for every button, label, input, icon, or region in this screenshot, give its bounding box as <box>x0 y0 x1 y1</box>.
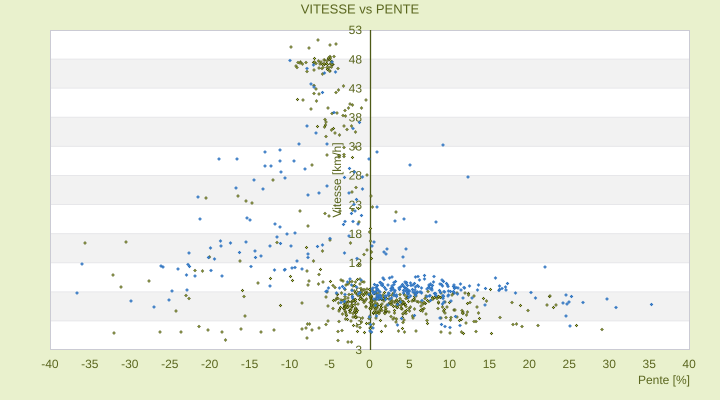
svg-text:5: 5 <box>406 357 413 371</box>
svg-text:13: 13 <box>349 256 363 270</box>
svg-text:-40: -40 <box>41 357 59 371</box>
svg-text:0: 0 <box>366 357 373 371</box>
svg-text:30: 30 <box>603 357 617 371</box>
svg-text:38: 38 <box>349 110 363 124</box>
svg-text:VITESSE vs PENTE: VITESSE vs PENTE <box>301 2 420 17</box>
svg-text:48: 48 <box>349 52 363 66</box>
svg-text:-15: -15 <box>241 357 259 371</box>
svg-text:53: 53 <box>349 23 363 37</box>
svg-text:10: 10 <box>443 357 457 371</box>
svg-text:-35: -35 <box>81 357 99 371</box>
svg-text:-5: -5 <box>324 357 335 371</box>
svg-text:3: 3 <box>355 343 362 357</box>
svg-text:3: 3 <box>355 314 362 328</box>
svg-text:Vitesse [km/h]: Vitesse [km/h] <box>330 142 344 217</box>
svg-text:-25: -25 <box>161 357 179 371</box>
svg-text:18: 18 <box>349 227 363 241</box>
svg-text:-10: -10 <box>281 357 299 371</box>
svg-text:-30: -30 <box>121 357 139 371</box>
svg-text:Pente [%]: Pente [%] <box>638 373 690 387</box>
svg-text:-20: -20 <box>201 357 219 371</box>
svg-text:25: 25 <box>563 357 577 371</box>
svg-text:40: 40 <box>682 357 696 371</box>
svg-text:28: 28 <box>349 169 363 183</box>
svg-text:35: 35 <box>643 357 657 371</box>
svg-text:43: 43 <box>349 81 363 95</box>
svg-text:15: 15 <box>483 357 497 371</box>
svg-text:20: 20 <box>523 357 537 371</box>
